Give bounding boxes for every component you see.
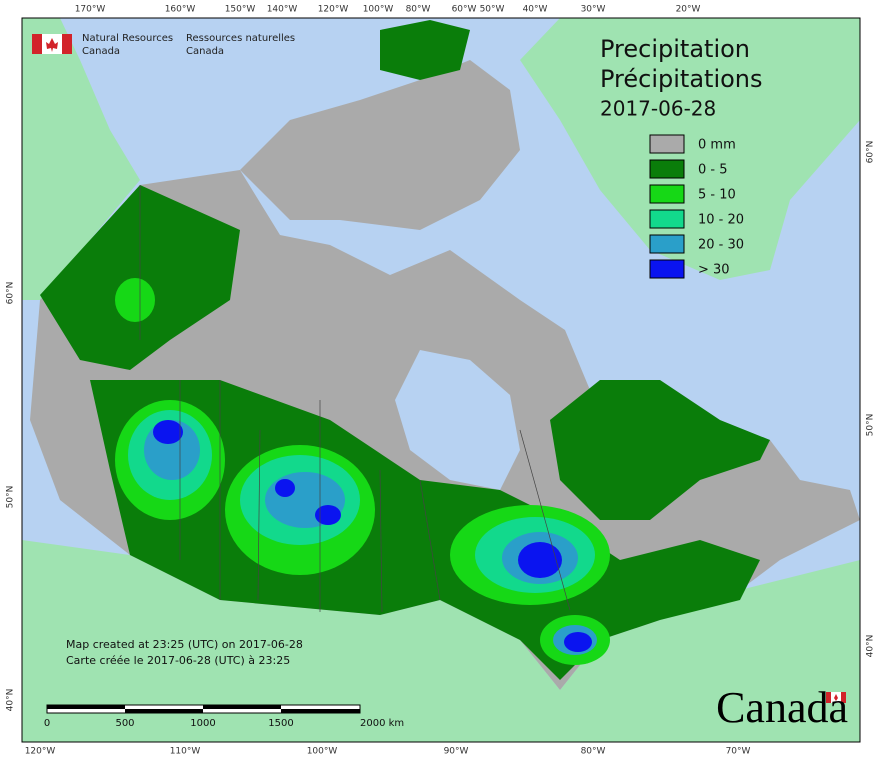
agency-en-1: Natural Resources	[82, 33, 173, 44]
note-en: Map created at 23:25 (UTC) on 2017-06-28	[66, 638, 303, 651]
legend-swatch	[649, 159, 685, 179]
lon-label-top: 150°W	[225, 5, 256, 15]
lon-label-bottom: 70°W	[726, 747, 751, 757]
lon-label-top: 40°W	[523, 5, 548, 15]
legend-swatch	[649, 234, 685, 254]
agency-fr-2: Canada	[186, 46, 224, 57]
precip-5-10-yk	[115, 278, 155, 322]
usa	[22, 540, 860, 742]
map-frame	[21, 17, 861, 743]
precip-0-5-east	[550, 380, 770, 520]
lat-label-right: 40°N	[866, 635, 876, 658]
scale-label: 0	[44, 718, 50, 729]
title-date: 2017-06-28	[600, 97, 716, 121]
map-body	[21, 17, 861, 743]
flag-logo	[32, 34, 72, 54]
greenland	[520, 18, 860, 280]
legend-label: > 30	[698, 263, 730, 278]
scale-label: 1500	[268, 718, 293, 729]
scale-label: 2000 km	[360, 718, 404, 729]
precip-gt30-on	[518, 542, 562, 578]
precip-0-5-south	[90, 380, 760, 680]
scale-labels: 0 500 1000 1500 2000 km	[44, 718, 404, 729]
wordmark: Canada	[716, 683, 848, 732]
lon-label-top: 20°W	[676, 5, 701, 15]
lat-label-right: 50°N	[866, 414, 876, 437]
graticule-labels: 170°W 160°W 150°W 140°W 120°W 100°W 80°W 60°W 50…	[6, 5, 876, 757]
legend-swatch	[649, 134, 685, 154]
lon-label-bottom: 80°W	[581, 747, 606, 757]
lon-label-top: 60°W	[452, 5, 477, 15]
arctic-islands	[240, 60, 520, 230]
lon-label-bottom: 110°W	[170, 747, 201, 757]
lon-label-top: 140°W	[267, 5, 298, 15]
precip-gt30-sk1	[275, 479, 295, 497]
lat-label-left: 60°N	[6, 282, 16, 305]
scale-label: 500	[115, 718, 134, 729]
precip-gt30-ab	[153, 420, 183, 444]
precip-gt30-so	[564, 632, 592, 652]
lat-label-right: 60°N	[866, 141, 876, 164]
title-en: Precipitation	[600, 35, 750, 63]
scale-bar	[46, 704, 361, 714]
lon-label-bottom: 120°W	[25, 747, 56, 757]
lon-label-top: 50°W	[480, 5, 505, 15]
legend-swatch	[649, 209, 685, 229]
legend-label: 0 mm	[698, 138, 736, 153]
borders	[139, 185, 571, 613]
lon-label-top: 80°W	[406, 5, 431, 15]
lon-label-top: 120°W	[318, 5, 349, 15]
ellesmere	[380, 20, 470, 80]
legend-swatch	[649, 184, 685, 204]
lon-label-bottom: 90°W	[444, 747, 469, 757]
legend-swatch	[649, 259, 685, 279]
legend-label: 20 - 30	[698, 238, 744, 253]
legend-label: 5 - 10	[698, 188, 736, 203]
note-fr: Carte créée le 2017-06-28 (UTC) à 23:25	[66, 654, 290, 667]
title-fr: Précipitations	[600, 65, 763, 93]
agency-fr-1: Ressources naturelles	[186, 33, 295, 44]
wordmark-flag	[826, 692, 846, 703]
lon-label-top: 170°W	[75, 5, 106, 15]
alaska	[22, 18, 140, 300]
lon-label-top: 160°W	[165, 5, 196, 15]
lon-label-bottom: 100°W	[307, 747, 338, 757]
agency-en-2: Canada	[82, 46, 120, 57]
hudson-bay	[395, 350, 520, 490]
lon-label-top: 100°W	[363, 5, 394, 15]
legend: 0 mm 0 - 5 5 - 10 10 - 20 20 - 30 > 30	[649, 134, 744, 279]
precip-gt30-sk2	[315, 505, 341, 525]
legend-label: 10 - 20	[698, 213, 744, 228]
lat-label-left: 40°N	[6, 689, 16, 712]
scale-label: 1000	[190, 718, 215, 729]
legend-label: 0 - 5	[698, 163, 728, 178]
lat-label-left: 50°N	[6, 486, 16, 509]
lon-label-top: 30°W	[581, 5, 606, 15]
